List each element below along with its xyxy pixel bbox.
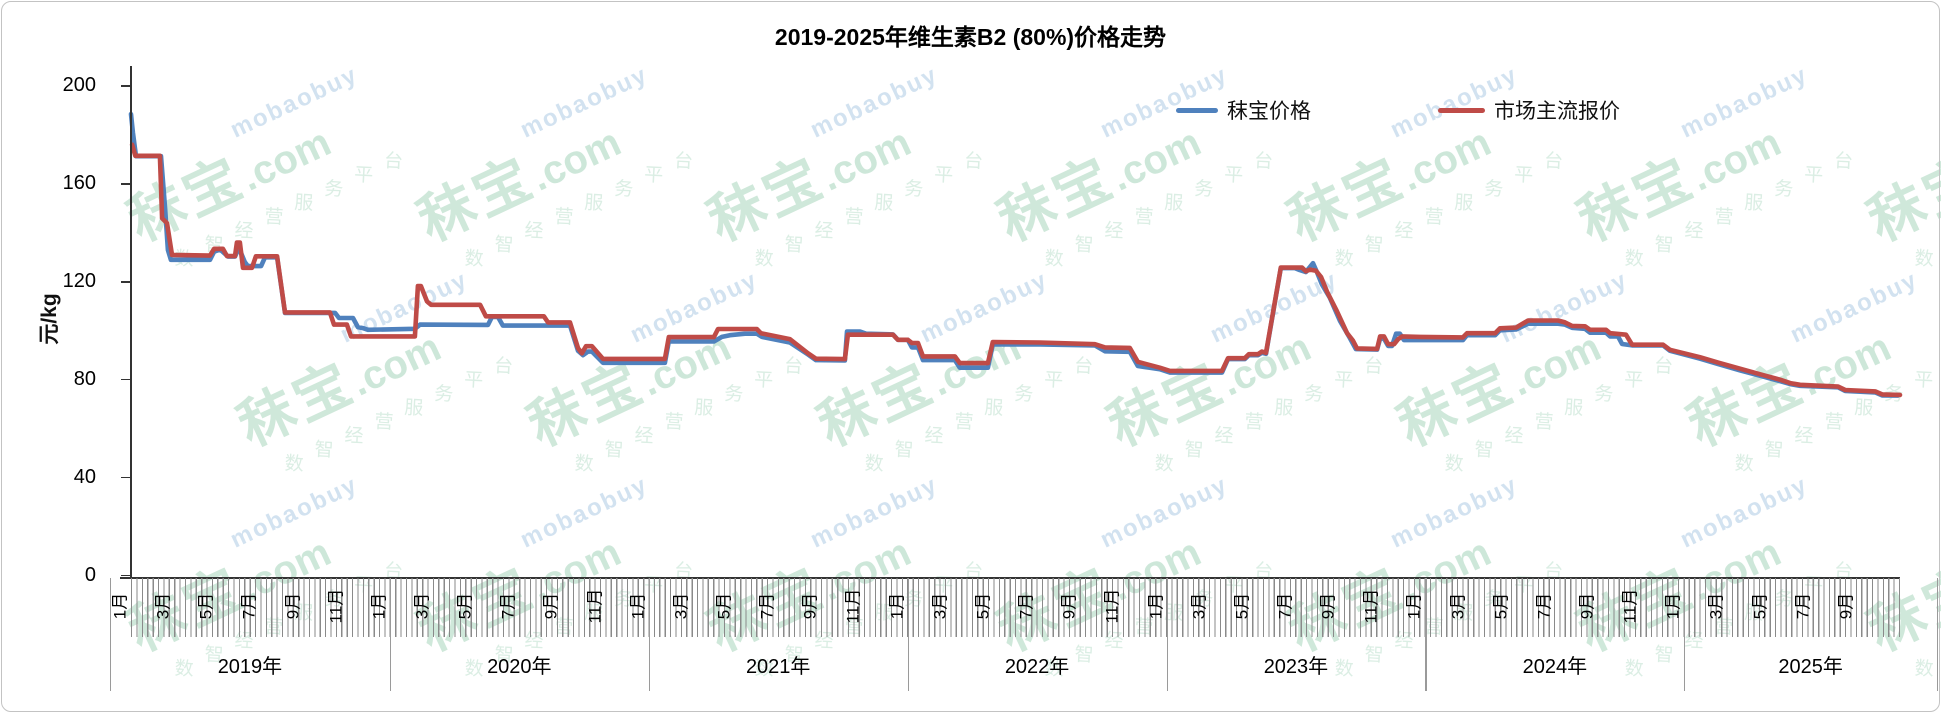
x-tick-month-label: 1月 <box>1146 592 1165 620</box>
x-tick-month-label: 3月 <box>1448 592 1468 620</box>
x-axis-line <box>120 577 1900 579</box>
x-tick-month-label: 7月 <box>1534 592 1554 620</box>
x-tick-month-label: 1月 <box>887 592 907 620</box>
year-separator-line <box>1937 578 1939 691</box>
x-tick-month-label: 9月 <box>1577 592 1597 620</box>
x-axis-year-label: 2022年 <box>1004 656 1070 678</box>
x-tick-month-label: 5月 <box>973 592 993 620</box>
x-tick-month-label: 5月 <box>455 592 475 620</box>
x-tick-month-label: 7月 <box>239 592 259 620</box>
y-tick-label: 0 <box>84 563 96 586</box>
y-tick-mark <box>121 281 131 283</box>
x-tick-month-label: 9月 <box>541 592 561 620</box>
x-axis-year-label: 2019年 <box>217 656 283 678</box>
series-line-market-quote <box>129 142 1903 398</box>
x-tick-month-label: 5月 <box>196 592 216 620</box>
y-tick-mark <box>121 85 131 87</box>
y-tick-mark <box>121 378 131 381</box>
x-tick-month-label: 9月 <box>1836 592 1856 620</box>
x-tick-month-label: 5月 <box>714 592 734 620</box>
y-tick-label: 40 <box>73 465 96 488</box>
x-tick-month-label: 3月 <box>1706 592 1726 620</box>
x-tick-month-label: 11月 <box>326 588 346 624</box>
year-separator-line <box>907 578 909 691</box>
y-tick-mark <box>121 574 131 577</box>
y-axis-title: 元/kg <box>38 293 61 345</box>
x-tick-month-label: 1月 <box>369 592 389 620</box>
x-axis-year-label: 2023年 <box>1263 656 1329 678</box>
x-tick-month-label: 7月 <box>498 592 518 620</box>
x-tick-month-label: 7月 <box>1793 592 1813 620</box>
y-tick-label: 80 <box>73 367 96 390</box>
legend-label-mobao: 秣宝价格 <box>1227 100 1311 123</box>
year-separator-line <box>1684 578 1686 691</box>
x-tick-month-label: 5月 <box>1232 592 1252 620</box>
x-axis-year-label: 2021年 <box>745 656 811 678</box>
x-tick-month-label: 11月 <box>1361 588 1381 624</box>
x-tick-month-label: 11月 <box>843 588 863 624</box>
x-tick-month-label: 11月 <box>585 588 605 624</box>
x-tick-month-label: 9月 <box>283 592 303 620</box>
year-separator-line <box>1425 578 1427 691</box>
x-tick-month-label: 7月 <box>1275 592 1295 620</box>
x-tick-month-label: 3月 <box>1189 592 1209 620</box>
x-tick-month-label: 9月 <box>800 592 820 620</box>
x-tick-month-label: 3月 <box>930 592 950 620</box>
y-tick-mark <box>121 476 131 479</box>
x-tick-month-label: 11月 <box>1620 588 1640 624</box>
x-tick-month-label: 5月 <box>1491 592 1511 620</box>
x-tick-month-label: 5月 <box>1750 592 1770 620</box>
year-separator-line <box>110 578 112 691</box>
year-separator-line <box>1166 578 1168 691</box>
x-tick-month-label: 3月 <box>412 592 432 620</box>
legend-line-blue-icon <box>1176 107 1218 113</box>
year-separator-line <box>648 578 650 691</box>
chart-title: 2019-2025年维生素B2 (80%)价格走势 <box>774 24 1167 50</box>
y-tick-label: 160 <box>62 171 96 194</box>
x-tick-month-label: 9月 <box>1318 592 1338 620</box>
x-axis-minor-tick-band <box>131 578 1900 637</box>
y-tick-mark <box>121 183 131 185</box>
y-axis-line <box>130 66 132 578</box>
y-tick-label: 120 <box>62 269 96 292</box>
legend-line-red-icon <box>1438 107 1485 113</box>
x-axis-year-label: 2025年 <box>1778 656 1843 678</box>
x-tick-month-label: 1月 <box>1404 592 1424 620</box>
legend-item-market[interactable]: 市场主流报价 <box>1438 95 1620 125</box>
x-axis-year-label: 2020年 <box>487 656 552 678</box>
x-tick-month-label: 3月 <box>153 592 173 620</box>
x-tick-month-label: 1月 <box>1663 592 1683 620</box>
x-tick-month-label: 7月 <box>757 592 777 620</box>
x-axis-year-label: 2024年 <box>1522 656 1588 678</box>
x-tick-month-label: 3月 <box>671 592 691 620</box>
x-tick-month-label: 11月 <box>1102 588 1122 624</box>
legend-item-mobao[interactable]: 秣宝价格 <box>1176 95 1311 125</box>
x-tick-month-label: 9月 <box>1059 592 1079 620</box>
x-tick-month-label: 7月 <box>1016 592 1036 620</box>
y-tick-label: 200 <box>62 74 96 96</box>
legend-label-market: 市场主流报价 <box>1494 100 1620 123</box>
x-tick-month-label: 1月 <box>628 592 648 620</box>
year-separator-line <box>389 578 392 691</box>
